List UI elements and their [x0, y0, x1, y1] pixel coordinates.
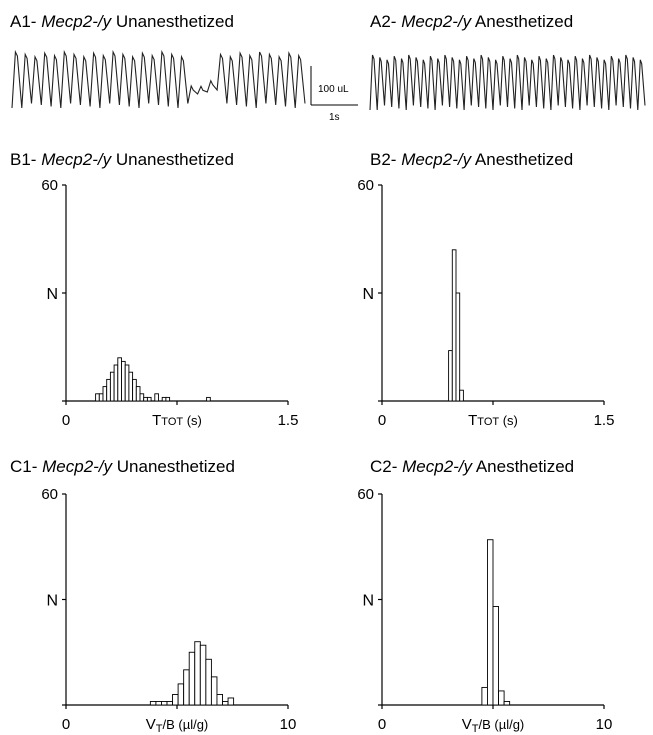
panel-title-b2: B2- Mecp2-/y Anesthetized [370, 150, 573, 169]
hist-c1-bar [199, 644, 207, 706]
hist-c1-y-axis-label: N [46, 593, 58, 610]
hist-b1-bar [102, 386, 108, 402]
hist-b1-bar [106, 378, 111, 402]
hist-b1-bar [113, 364, 119, 402]
hist-b1-bar [154, 393, 159, 402]
hist-b1-x-tick-label: 0 [62, 412, 70, 429]
breathing-trace-a2 [369, 54, 646, 111]
hist-b1-bar [161, 396, 167, 402]
histogram-b2: 60 N 0 1.5 TTOT (s) [357, 177, 614, 429]
hist-b2-bar [459, 389, 464, 402]
hist-b2-y-axis-label: N [362, 286, 374, 303]
panel-title-c2: C2- Mecp2-/y Anesthetized [370, 457, 574, 476]
panel-title-a1: A1- Mecp2-/y Unanesthetized [10, 12, 234, 31]
hist-b1-bar [165, 396, 171, 402]
hist-c1-x-tick-label: 0 [62, 716, 70, 733]
hist-c1-bar [172, 694, 179, 706]
hist-c1-bar [210, 676, 218, 706]
hist-b1-bar [128, 371, 134, 402]
hist-c2-bar [503, 701, 511, 706]
hist-b1-bar [124, 364, 130, 402]
hist-c2-bar [492, 606, 500, 706]
hist-c1-bar [222, 701, 229, 706]
hist-b1-bar [135, 386, 141, 402]
hist-c1-bar [166, 701, 174, 706]
hist-b1-y-tick-label: 60 [41, 177, 58, 194]
hist-c2-y-axis-label: N [362, 593, 374, 610]
hist-c2-y-tick-label: 60 [357, 486, 374, 503]
hist-b2-x-tick-label: 1.5 [594, 412, 615, 429]
hist-b1-x-tick-label: 1.5 [278, 412, 299, 429]
hist-c1-bar [205, 658, 212, 706]
hist-c2-x-axis-label: VT/B (µl/g) [462, 716, 525, 735]
panel-title-a2: A2- Mecp2-/y Anesthetized [370, 12, 573, 31]
hist-b1-bar [146, 396, 152, 402]
hist-c1-x-axis-label: VT/B (µl/g) [146, 716, 209, 735]
hist-c1-bar [183, 669, 190, 706]
hist-b2-y-tick-label: 60 [357, 177, 374, 194]
hist-c1-bar [216, 694, 223, 706]
hist-b1-bar [143, 396, 148, 402]
hist-b1-bar [121, 360, 126, 402]
hist-b2-x-tick-label: 0 [378, 412, 386, 429]
hist-c1-x-tick-label: 10 [280, 716, 297, 733]
hist-c1-bar [177, 683, 185, 706]
hist-c1-bar [149, 701, 157, 706]
hist-c2-bar [498, 690, 505, 706]
hist-c1-bar [227, 697, 235, 706]
hist-c1-bar [188, 651, 196, 706]
scale-bar: 100 uL 1s [310, 66, 358, 123]
hist-b1-bar [95, 393, 100, 402]
hist-b1-bar [139, 393, 145, 402]
hist-c2-x-tick-label: 0 [378, 716, 386, 733]
panel-title-b1: B1- Mecp2-/y Unanesthetized [10, 150, 234, 169]
hist-b2-bar [448, 350, 453, 402]
hist-c2-bar [487, 539, 494, 706]
hist-b1-bar [98, 393, 104, 402]
hist-b1-bar [132, 378, 137, 402]
hist-b1-bar [109, 371, 115, 402]
hist-c2-bar [481, 686, 488, 706]
histogram-c2: 60 N 0 10 VT/B (µl/g) [357, 486, 612, 735]
hist-b1-bar [117, 357, 122, 402]
hist-c1-y-tick-label: 60 [41, 486, 58, 503]
panel-title-c1: C1- Mecp2-/y Unanesthetized [10, 457, 235, 476]
scale-bar-volume-label: 100 uL [318, 84, 349, 95]
hist-b2-x-axis-label: TTOT (s) [468, 412, 518, 429]
hist-c1-bar [194, 641, 201, 706]
hist-c1-bar [155, 701, 162, 706]
hist-c1-bar [161, 701, 168, 706]
scale-bar-time-label: 1s [329, 112, 340, 123]
hist-b1-bar [206, 396, 211, 402]
hist-b1-x-axis-label: TTOT (s) [152, 412, 202, 429]
hist-b2-bar [451, 249, 457, 402]
hist-c2-x-tick-label: 10 [596, 716, 613, 733]
hist-b2-bar [455, 292, 461, 402]
breathing-trace-a1 [11, 49, 306, 109]
histogram-b1: 60 N 0 1.5 TTOT (s) [41, 177, 298, 429]
histogram-c1: 60 N 0 10 VT/B (µl/g) [41, 486, 296, 735]
hist-b1-y-axis-label: N [46, 286, 58, 303]
